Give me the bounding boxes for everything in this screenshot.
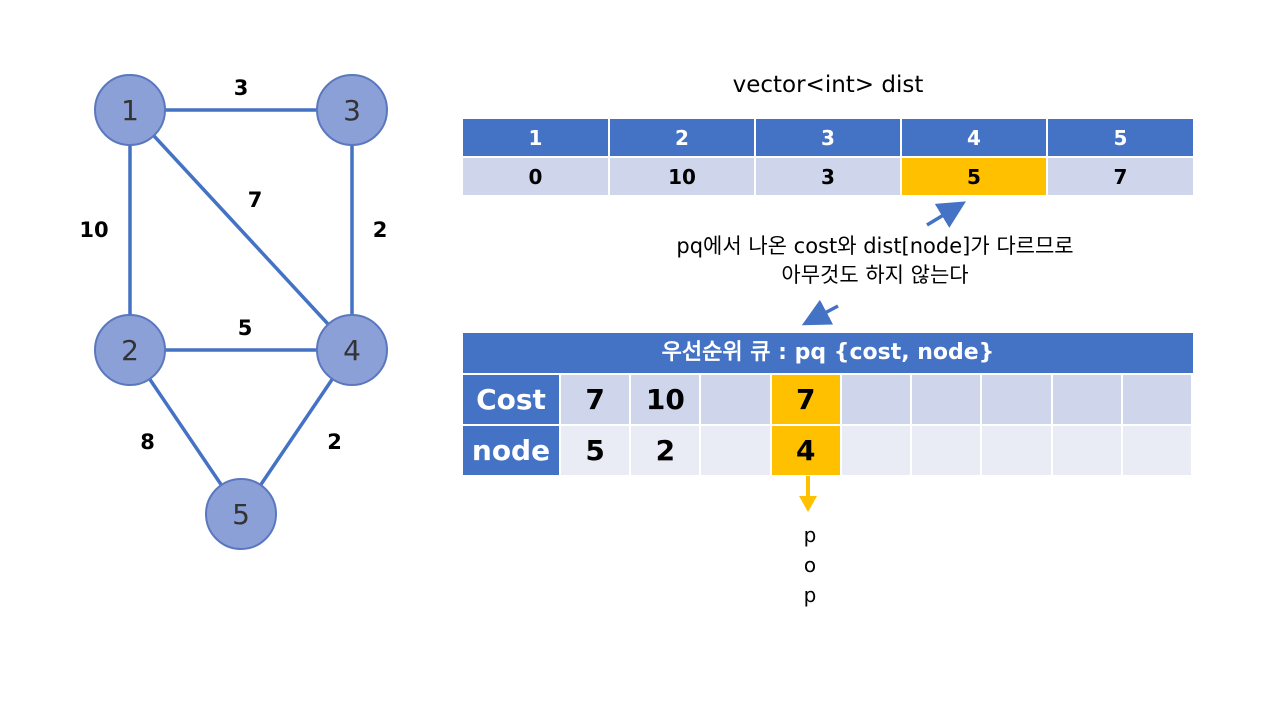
pop-arrow-head xyxy=(799,496,817,512)
dist-value-row: 0 10 3 5 7 xyxy=(463,157,1193,195)
dist-value-cell: 5 xyxy=(901,157,1048,195)
pq-cost-cell xyxy=(911,375,983,426)
note-text: pq에서 나온 cost와 dist[node]가 다르므로 아무것도 하지 않… xyxy=(560,232,1190,290)
pq-node-cell: 2 xyxy=(630,425,702,477)
pq-cost-cell xyxy=(1121,375,1194,426)
dist-index-cell: 5 xyxy=(1047,119,1193,158)
pq-cost-cell xyxy=(700,375,772,426)
dist-value-cell: 0 xyxy=(463,157,610,195)
dist-value-cell: 3 xyxy=(755,157,902,195)
pq-node-cell xyxy=(840,425,913,477)
dist-value-cell: 10 xyxy=(609,157,756,195)
node-label-4: 4 xyxy=(343,334,361,367)
node-label-2: 2 xyxy=(121,334,139,367)
pq-node-cell xyxy=(1121,425,1194,477)
pq-node-cell xyxy=(911,425,983,477)
pop-letter: p xyxy=(803,583,817,607)
pq-cost-cell xyxy=(981,375,1053,426)
arrow-from-pq xyxy=(801,299,839,326)
pq-node-label: node xyxy=(463,425,561,477)
edge-weight-4-5: 2 xyxy=(327,430,342,454)
node-3 xyxy=(316,74,388,146)
graph-diagram: 3 10 7 2 5 8 2 1 3 2 4 5 xyxy=(79,74,388,550)
pop-letter: p xyxy=(803,523,817,547)
pq-cost-cell xyxy=(840,375,913,426)
pq-cost-cell: 7 xyxy=(560,375,632,426)
pq-cost-cell: 10 xyxy=(630,375,702,426)
dist-index-cell: 4 xyxy=(901,119,1048,158)
arrow-to-dist xyxy=(926,201,966,228)
node-label-1: 1 xyxy=(121,94,139,127)
pq-node-cell xyxy=(1051,425,1123,477)
edge-1-4 xyxy=(128,108,354,352)
dist-index-cell: 3 xyxy=(755,119,902,158)
dist-value-cell: 7 xyxy=(1047,157,1193,195)
edge-weight-2-5: 8 xyxy=(140,430,155,454)
node-label-5: 5 xyxy=(232,498,250,531)
pq-title: 우선순위 큐 : pq {cost, node} xyxy=(463,333,1193,375)
pop-letter: o xyxy=(803,553,817,577)
dist-index-cell: 2 xyxy=(609,119,756,158)
edge-weight-1-3: 3 xyxy=(234,76,249,100)
node-2 xyxy=(94,314,166,386)
node-4 xyxy=(316,314,388,386)
pq-cost-label: Cost xyxy=(463,375,561,426)
pq-cost-row: Cost 7 10 7 xyxy=(463,375,1194,426)
edge-weight-1-4: 7 xyxy=(248,188,263,212)
edge-weight-2-4: 5 xyxy=(238,316,253,340)
node-5 xyxy=(205,478,277,550)
dist-index-cell: 1 xyxy=(463,119,610,158)
note-line-1: pq에서 나온 cost와 dist[node]가 다르므로 xyxy=(676,234,1074,258)
edge-weight-3-4: 2 xyxy=(373,218,388,242)
pq-node-cell xyxy=(700,425,772,477)
node-label-3: 3 xyxy=(343,94,361,127)
note-line-2: 아무것도 하지 않는다 xyxy=(781,263,969,287)
pq-node-cell: 5 xyxy=(560,425,632,477)
dist-title: vector<int> dist xyxy=(732,72,924,98)
edge-weight-1-2: 10 xyxy=(79,218,108,242)
pq-cost-cell: 7 xyxy=(770,375,842,426)
node-1 xyxy=(94,74,166,146)
pq-cost-cell xyxy=(1051,375,1123,426)
pop-label: p o p xyxy=(797,520,823,610)
pq-node-cell xyxy=(981,425,1053,477)
pq-node-cell: 4 xyxy=(770,425,842,477)
